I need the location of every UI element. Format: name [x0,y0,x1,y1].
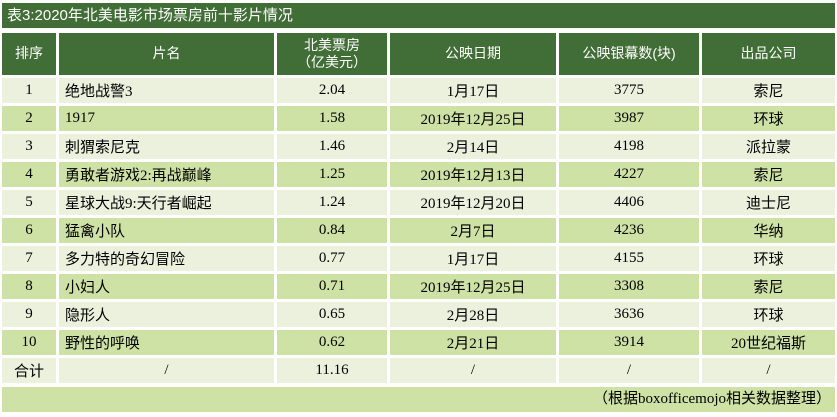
box-office-cell: 0.77 [277,246,387,271]
header-release-date: 公映日期 [390,33,556,75]
data-source-note: （根据boxofficemojo相关数据整理） [2,387,835,412]
screens-cell: 4155 [559,246,699,271]
release-date-cell: 2019年12月25日 [390,274,556,299]
screens-cell: 4236 [559,218,699,243]
film-cell: / [59,358,274,383]
rank-cell: 6 [2,218,56,243]
header-screens: 公映银幕数(块) [559,33,699,75]
screens-cell: / [559,358,699,383]
box-office-cell: 1.58 [277,106,387,131]
film-cell: 野性的呼唤 [59,330,274,355]
release-date-cell: 2019年12月20日 [390,190,556,215]
box-office-cell: 0.84 [277,218,387,243]
header-box-office-line2: （亿美元） [297,54,367,70]
total-label: 合计 [2,358,56,383]
studio-cell: 华纳 [702,218,835,243]
box-office-cell: 1.25 [277,162,387,187]
rank-cell: 10 [2,330,56,355]
studio-cell: 索尼 [702,162,835,187]
release-date-cell: 1月17日 [390,246,556,271]
film-cell: 勇敢者游戏2:再战巅峰 [59,162,274,187]
film-cell: 1917 [59,106,274,131]
rank-cell: 9 [2,302,56,327]
studio-cell: 环球 [702,302,835,327]
box-office-cell: 0.71 [277,274,387,299]
box-office-cell: 1.24 [277,190,387,215]
studio-cell: 环球 [702,246,835,271]
box-office-cell: 11.16 [277,358,387,383]
rank-cell: 5 [2,190,56,215]
release-date-cell: 2月14日 [390,134,556,159]
film-cell: 绝地战警3 [59,78,274,103]
studio-cell: 派拉蒙 [702,134,835,159]
studio-cell: 索尼 [702,274,835,299]
screens-cell: 3987 [559,106,699,131]
box-office-cell: 0.65 [277,302,387,327]
film-cell: 多力特的奇幻冒险 [59,246,274,271]
screens-cell: 3914 [559,330,699,355]
film-cell: 星球大战9:天行者崛起 [59,190,274,215]
screens-cell: 3636 [559,302,699,327]
header-rank: 排序 [2,33,56,75]
table-title: 表3:2020年北美电影市场票房前十影片情况 [2,3,835,28]
rank-cell: 3 [2,134,56,159]
rank-cell: 1 [2,78,56,103]
studio-cell: / [702,358,835,383]
rank-cell: 2 [2,106,56,131]
box-office-cell: 1.46 [277,134,387,159]
film-cell: 刺猬索尼克 [59,134,274,159]
rank-cell: 7 [2,246,56,271]
film-cell: 猛禽小队 [59,218,274,243]
screens-cell: 4227 [559,162,699,187]
screens-cell: 3775 [559,78,699,103]
release-date-cell: 2019年12月13日 [390,162,556,187]
studio-cell: 环球 [702,106,835,131]
release-date-cell: / [390,358,556,383]
rank-cell: 4 [2,162,56,187]
release-date-cell: 2月21日 [390,330,556,355]
studio-cell: 迪士尼 [702,190,835,215]
header-box-office: 北美票房 （亿美元） [277,33,387,75]
studio-cell: 20世纪福斯 [702,330,835,355]
header-film: 片名 [59,33,274,75]
header-box-office-line1: 北美票房 [304,36,360,53]
box-office-table: 排序 片名 北美票房 （亿美元） 公映日期 公映银幕数(块) 出品公司 1 绝地… [2,33,835,383]
release-date-cell: 2月7日 [390,218,556,243]
box-office-cell: 2.04 [277,78,387,103]
box-office-cell: 0.62 [277,330,387,355]
film-cell: 小妇人 [59,274,274,299]
studio-cell: 索尼 [702,78,835,103]
release-date-cell: 1月17日 [390,78,556,103]
release-date-cell: 2月28日 [390,302,556,327]
film-cell: 隐形人 [59,302,274,327]
screens-cell: 3308 [559,274,699,299]
header-studio: 出品公司 [702,33,835,75]
release-date-cell: 2019年12月25日 [390,106,556,131]
rank-cell: 8 [2,274,56,299]
screens-cell: 4198 [559,134,699,159]
screens-cell: 4406 [559,190,699,215]
